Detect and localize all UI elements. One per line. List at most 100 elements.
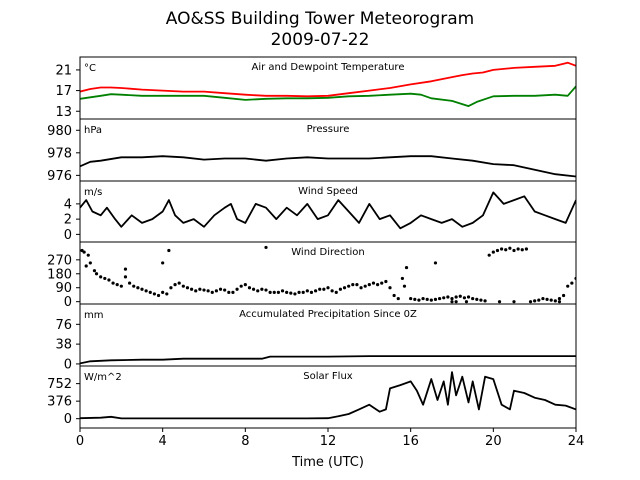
panel-4-point (223, 288, 227, 292)
panel-5: 0 38 76 Accumulated Precipitation Since 0Z m… (55, 303, 577, 372)
panel-4-point (466, 295, 471, 299)
panel-4-point (537, 298, 541, 302)
panel-4-point (330, 289, 334, 293)
panel-6-y-tick-label: 752 (47, 377, 72, 392)
panel-4-point (301, 290, 305, 294)
panel-4-point (454, 300, 458, 304)
figure-subtitle: 2009-07-22 (271, 30, 370, 50)
panel-4-y-tick-label: 270 (47, 253, 72, 268)
panel-4-point (359, 286, 363, 290)
panel-4-point (190, 287, 194, 291)
panel-5-data (80, 355, 576, 365)
panel-4-point (425, 297, 429, 301)
panel-2-y-tick-label: 980 (47, 124, 72, 139)
panel-4-point (148, 290, 152, 294)
panel-4-point (512, 300, 516, 304)
panel-4-point (82, 250, 86, 254)
panel-4-point (161, 290, 165, 294)
panel-2-title: Pressure (307, 124, 350, 135)
panel-4-point (202, 288, 206, 292)
panel-4-point (566, 284, 570, 288)
panel-4-point (334, 290, 338, 294)
panel-3-y-tick-label: 2 (64, 213, 72, 228)
panel-2: 976 978 980 Pressure hPa (47, 118, 577, 184)
panel-4-point (402, 284, 407, 288)
panel-4-point (194, 289, 198, 293)
panel-5-unit: mm (84, 310, 103, 321)
panel-5-title: Accumulated Precipitation Since 0Z (239, 309, 417, 320)
panel-4-point (107, 278, 111, 282)
panel-4-point (355, 283, 359, 287)
panel-4-point (167, 248, 171, 253)
panel-4-point (309, 290, 314, 294)
panel-3: 024 Wind Speed m/s (64, 180, 577, 243)
panel-4-point (256, 289, 260, 293)
panel-4-point (342, 286, 347, 290)
panel-4-point (553, 299, 557, 303)
panel-3-series-1-line (80, 191, 576, 230)
panel-4-point (442, 296, 446, 300)
panel-4-point (247, 286, 252, 290)
panel-2-y-tick-label: 976 (47, 169, 72, 184)
panel-4-y-tick-label: 180 (47, 267, 72, 282)
panel-4-point (280, 289, 285, 293)
panel-4-point (524, 247, 529, 251)
panel-3-unit: m/s (84, 187, 102, 198)
x-tick-label: 16 (402, 434, 419, 449)
panel-4-y-tick-label: 0 (64, 295, 72, 310)
panel-1-y-tick-label: 17 (55, 84, 72, 99)
panel-4-point (541, 296, 545, 301)
panel-4-point (429, 298, 433, 302)
panel-3-title: Wind Speed (298, 186, 358, 197)
panel-4-point (347, 284, 351, 288)
panel-4-point (454, 295, 458, 299)
panel-4-point (136, 286, 140, 290)
panel-4-point (562, 293, 566, 298)
x-tick-label: 20 (485, 434, 502, 449)
panel-4-point (169, 286, 173, 290)
panel-3-y-tick-label: 0 (64, 228, 72, 243)
panel-4-point (84, 264, 88, 268)
panel-4-point (243, 283, 247, 287)
panel-4-point (491, 250, 495, 254)
panel-6-series-1-line (80, 371, 576, 420)
panel-4-point (152, 292, 156, 296)
x-tick-label: 8 (241, 434, 249, 449)
panel-2-y-tick-label: 978 (47, 146, 72, 161)
panel-4-point (252, 287, 256, 291)
panel-4-point (318, 287, 322, 291)
panel-4-point (464, 300, 469, 304)
panel-4-point (326, 286, 330, 290)
panel-4-point (384, 279, 388, 284)
panel-5-y-tick-label: 0 (64, 357, 72, 372)
panel-4-point (367, 283, 371, 287)
panel-4-point (272, 290, 276, 294)
panel-4-point (363, 284, 367, 288)
panel-2-series-1-line (80, 155, 576, 178)
panel-4-point (497, 300, 502, 304)
panel-4-point (557, 296, 562, 301)
panel-4-point (371, 281, 376, 285)
panel-4-point (103, 276, 107, 281)
panel-4-point (185, 286, 190, 290)
x-tick-label: 4 (159, 434, 167, 449)
panel-4-point (508, 246, 512, 250)
panel-2-unit: hPa (84, 125, 102, 136)
panel-4-point (495, 248, 500, 253)
panel-4-point (545, 297, 549, 301)
panel-4-point (396, 296, 400, 301)
panel-4-point (450, 300, 454, 304)
panel-4-point (173, 283, 177, 287)
panel-4-point (404, 265, 409, 270)
panel-4-point (177, 281, 181, 285)
panel-4-point (433, 261, 438, 265)
panel-4-title: Wind Direction (291, 247, 365, 258)
panel-2-data (80, 155, 576, 178)
panel-4-point (520, 248, 524, 252)
panel-4-point (314, 289, 318, 293)
panel-1-y-tick-label: 21 (55, 63, 72, 78)
x-axis-label: Time (UTC) (291, 455, 364, 470)
panel-1-series-2-line (80, 85, 576, 107)
